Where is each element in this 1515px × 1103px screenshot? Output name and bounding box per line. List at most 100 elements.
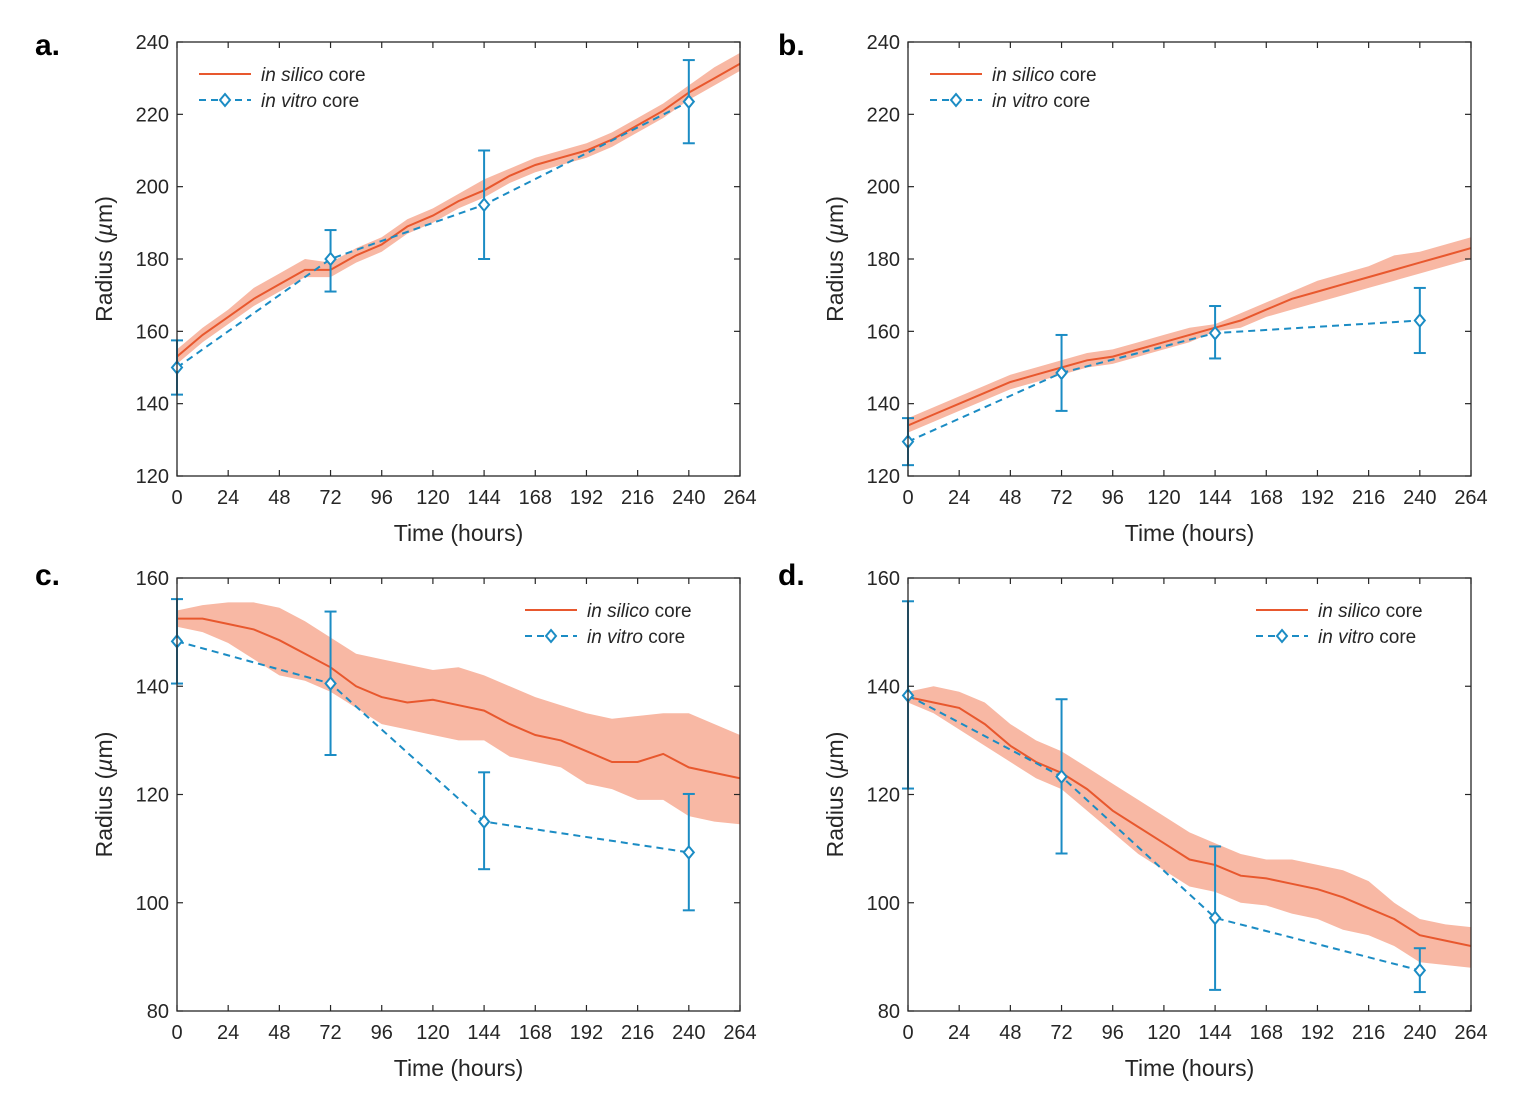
x-tick-label: 264 <box>1454 1022 1487 1044</box>
x-axis-label: Time (hours) <box>394 1055 524 1081</box>
legend: in silico core in vitro core <box>199 65 366 112</box>
plot-content <box>908 237 1471 443</box>
in-vitro-line <box>908 319 1420 443</box>
in-silico-line <box>908 247 1471 427</box>
legend-label: in vitro core <box>1318 627 1416 648</box>
plot-content <box>177 602 740 854</box>
plot-area <box>908 578 1471 1011</box>
in-vitro-line <box>177 100 690 369</box>
y-tick-label: 160 <box>867 321 900 343</box>
in-vitro-point <box>1055 769 1068 785</box>
y-tick-label: 180 <box>867 249 900 271</box>
y-tick-label: 80 <box>878 1001 900 1023</box>
in-vitro-point <box>1413 962 1427 978</box>
x-tick-label: 0 <box>171 487 182 509</box>
plot-content <box>177 52 740 369</box>
in-silico-band <box>177 52 740 364</box>
x-tick-label: 72 <box>1050 487 1072 509</box>
legend: in silico core in vitro core <box>1256 601 1423 648</box>
y-tick-label: 220 <box>136 104 169 126</box>
in-vitro-point <box>477 197 491 213</box>
in-vitro-point <box>1208 325 1222 341</box>
y-tick-label: 100 <box>867 893 900 915</box>
y-tick-label: 160 <box>136 321 169 343</box>
x-tick-label: 240 <box>672 487 705 509</box>
x-tick-label: 168 <box>519 1022 552 1044</box>
plot-content <box>908 686 1471 972</box>
x-tick-label: 0 <box>902 487 913 509</box>
plot-area <box>908 42 1471 476</box>
in-vitro-point <box>324 675 337 692</box>
in-vitro-point <box>1208 910 1222 926</box>
x-tick-label: 96 <box>1102 1022 1124 1044</box>
x-tick-label: 144 <box>1198 487 1231 509</box>
x-tick-label: 96 <box>371 1022 393 1044</box>
x-tick-label: 168 <box>519 487 552 509</box>
y-tick-label: 240 <box>136 32 169 54</box>
x-tick-label: 72 <box>319 1022 341 1044</box>
x-tick-label: 120 <box>416 487 449 509</box>
x-tick-label: 72 <box>319 487 341 509</box>
panel-label: d. <box>778 559 805 592</box>
y-tick-label: 120 <box>136 466 169 488</box>
legend: in silico core in vitro core <box>930 65 1097 112</box>
in-silico-line <box>177 62 740 358</box>
legend-label: in silico core <box>992 65 1097 86</box>
y-tick-label: 200 <box>136 177 169 199</box>
x-tick-label: 48 <box>999 1022 1021 1044</box>
x-tick-label: 264 <box>1454 487 1487 509</box>
y-tick-label: 120 <box>136 785 169 807</box>
y-tick-label: 160 <box>867 568 900 590</box>
y-tick-label: 160 <box>136 568 169 590</box>
x-tick-label: 120 <box>416 1022 449 1044</box>
y-tick-label: 120 <box>867 785 900 807</box>
y-tick-label: 140 <box>136 676 169 698</box>
x-tick-label: 144 <box>467 487 500 509</box>
x-tick-label: 48 <box>999 487 1021 509</box>
x-axis-label: Time (hours) <box>1125 1055 1255 1081</box>
legend: in silico core in vitro core <box>525 601 692 648</box>
legend-marker-in-vitro <box>1275 628 1289 644</box>
y-axis-label: Radius (µm) <box>822 196 848 322</box>
y-tick-label: 100 <box>136 893 169 915</box>
x-tick-label: 144 <box>467 1022 500 1044</box>
in-vitro-point <box>1413 312 1427 329</box>
y-tick-label: 120 <box>867 466 900 488</box>
x-tick-label: 192 <box>570 487 603 509</box>
x-tick-label: 264 <box>723 1022 756 1044</box>
y-tick-label: 220 <box>867 104 900 126</box>
x-tick-label: 48 <box>268 1022 290 1044</box>
y-tick-label: 180 <box>136 249 169 271</box>
y-tick-label: 240 <box>867 32 900 54</box>
chart-panel-d: d. 0 24 48 72 96 120 144 168 192 216 240 264 80 100 120… <box>778 559 1488 1081</box>
x-axis-label: Time (hours) <box>1125 520 1255 546</box>
in-silico-line <box>177 617 740 780</box>
x-axis-label: Time (hours) <box>394 520 524 546</box>
x-tick-label: 216 <box>1352 487 1385 509</box>
legend-label: in vitro core <box>587 627 685 648</box>
x-tick-label: 24 <box>217 1022 239 1044</box>
x-tick-label: 120 <box>1147 487 1180 509</box>
panel-label: a. <box>35 29 60 62</box>
y-axis-label: Radius (µm) <box>91 732 117 858</box>
y-axis-label: Radius (µm) <box>91 196 117 322</box>
x-tick-label: 0 <box>902 1022 913 1044</box>
y-tick-label: 80 <box>147 1001 169 1023</box>
in-vitro-point <box>477 814 491 830</box>
legend-marker-in-vitro <box>218 92 232 108</box>
y-axis-label: Radius (µm) <box>822 732 848 858</box>
y-tick-label: 140 <box>136 394 169 416</box>
chart-panel-a: a. 0 24 48 72 96 120 144 168 192 216 240 264 120 140 16… <box>35 29 757 546</box>
x-tick-label: 0 <box>171 1022 182 1044</box>
legend-label: in silico core <box>1318 601 1423 622</box>
panel-label: c. <box>35 559 60 592</box>
legend-label: in vitro core <box>992 91 1090 112</box>
chart-panel-b: b. 0 24 48 72 96 120 144 168 192 216 240 264 120 140 16… <box>778 29 1488 546</box>
x-tick-label: 264 <box>723 487 756 509</box>
x-tick-label: 168 <box>1250 487 1283 509</box>
x-tick-label: 192 <box>1301 1022 1334 1044</box>
x-tick-label: 120 <box>1147 1022 1180 1044</box>
x-tick-label: 192 <box>1301 487 1334 509</box>
x-tick-label: 96 <box>1102 487 1124 509</box>
x-tick-label: 24 <box>217 487 239 509</box>
